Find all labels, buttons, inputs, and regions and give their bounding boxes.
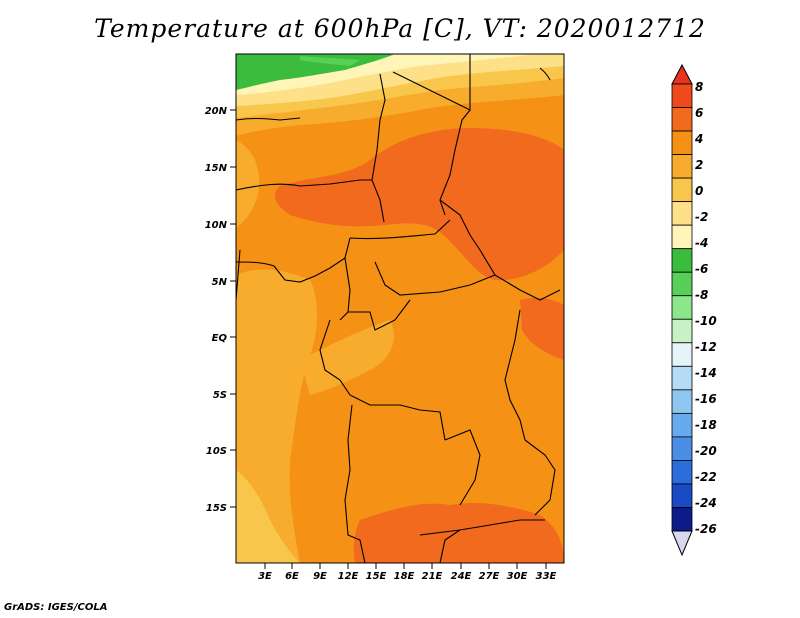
colorbar-band [671, 224, 693, 250]
colorbar-label: -20 [695, 444, 717, 458]
colorbar-band [671, 412, 693, 438]
colorbar-band [671, 83, 693, 108]
longitude-axis: 3E 6E 9E 12E 15E 18E 21E 24E 27E 30E 33E [258, 563, 557, 582]
lat-label: 5N [212, 277, 228, 288]
colorbar-label: -24 [695, 496, 717, 510]
colorbar-label: 6 [695, 106, 703, 120]
colorbar-label: -22 [695, 470, 717, 484]
country-borders [236, 54, 561, 563]
colorbar-band [671, 318, 693, 344]
lat-label: 20N [205, 106, 228, 117]
colorbar-label: 8 [695, 80, 703, 94]
field-warm-sahel-2 [360, 138, 500, 212]
field-band-light-green [300, 56, 360, 66]
lon-label: 18E [394, 571, 415, 582]
grads-credit: GrADS: IGES/COLA [4, 602, 108, 613]
colorbar-band [671, 295, 693, 320]
colorbar-bottom-arrow [671, 530, 693, 557]
colorbar-label: -8 [695, 288, 708, 302]
colorbar-band [671, 365, 693, 391]
lon-label: 24E [451, 571, 472, 582]
lat-label: EQ [212, 333, 228, 344]
field-warm-sahel [274, 128, 564, 281]
colorbar-label: 4 [694, 132, 703, 146]
map-frame [235, 53, 565, 564]
colorbar-band [671, 271, 693, 297]
colorbar-band [671, 460, 693, 485]
colorbar-label: -10 [695, 314, 717, 328]
colorbar-band [671, 389, 693, 414]
colorbar-label: -4 [695, 236, 708, 250]
latitude-axis: 20N 15N 10N 5N EQ 5S 10S 15S [205, 106, 236, 514]
field-warm-south [353, 503, 564, 563]
colorbar-label: -6 [695, 262, 708, 276]
colorbar-label: -12 [695, 340, 717, 354]
lat-label: 10N [205, 220, 228, 231]
lon-label: 9E [313, 571, 327, 582]
lat-label: 5S [213, 390, 227, 401]
field-mild-west [236, 269, 317, 563]
lon-label: 6E [285, 571, 299, 582]
colorbar-band [671, 436, 693, 461]
colorbar-band [671, 483, 693, 508]
temperature-field [236, 54, 564, 563]
colorbar-band [671, 130, 693, 155]
colorbar-label: -2 [695, 210, 708, 224]
lon-label: 12E [338, 571, 359, 582]
colorbar-band [671, 154, 693, 179]
colorbar-band [671, 248, 693, 273]
colorbar-label: -16 [695, 392, 717, 406]
field-cool-southwest [236, 470, 300, 563]
colorbar-band [671, 177, 693, 203]
lon-label: 30E [507, 571, 528, 582]
lat-label: 15N [205, 163, 228, 174]
field-band-green [236, 54, 395, 90]
field-mild-congo [300, 320, 394, 395]
lon-label: 33E [536, 571, 557, 582]
colorbar-band [671, 342, 693, 367]
colorbar-band [671, 507, 693, 532]
colorbar-band [671, 201, 693, 226]
field-warm-east [520, 297, 564, 360]
lon-label: 3E [258, 571, 272, 582]
colorbar-label: -14 [695, 366, 717, 380]
colorbar-label: -26 [695, 522, 717, 536]
colorbar-label: 0 [695, 184, 703, 198]
lat-label: 10S [206, 446, 227, 457]
colorbar-label: -18 [695, 418, 717, 432]
colorbar: 8 6 4 2 0 -2 -4 -6 -8 -10 -12 -14 -16 -1… [671, 63, 717, 557]
lon-label: 21E [422, 571, 443, 582]
field-mild-northwest [236, 140, 260, 228]
colorbar-label: 2 [695, 158, 703, 172]
lon-label: 15E [366, 571, 387, 582]
colorbar-top-arrow [671, 63, 693, 85]
lon-label: 27E [479, 571, 500, 582]
lat-label: 15S [206, 503, 227, 514]
plot-title: Temperature at 600hPa [C], VT: 202001271… [94, 14, 706, 43]
colorbar-band [671, 107, 693, 132]
